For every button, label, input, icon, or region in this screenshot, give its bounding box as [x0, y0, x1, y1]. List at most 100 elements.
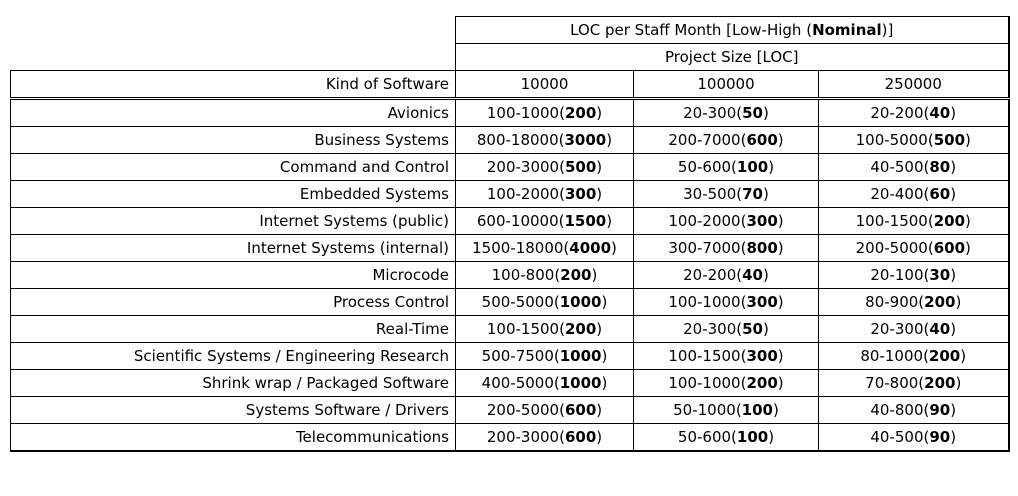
value-cell: 200-3000(500) — [455, 153, 634, 181]
value-cell: 1500-18000(4000) — [455, 234, 634, 262]
table-row: Process Control 500-5000(1000) 100-1000(30… — [10, 288, 1010, 316]
table-row: Shrink wrap / Packaged Software 400-5000(… — [10, 369, 1010, 397]
size-column-header: 100000 — [633, 70, 819, 100]
table-subtitle-row: Project Size [LOC] — [10, 43, 1010, 71]
value-cell: 80-900(200) — [818, 288, 1010, 316]
table-subtitle: Project Size [LOC] — [455, 43, 1010, 71]
nominal-value: 200 — [933, 212, 966, 230]
nominal-value: 40 — [929, 104, 951, 122]
table-row: Microcode 100-800(200) 20-200(40) 20-100(30… — [10, 261, 1010, 289]
column-header-row: Kind of Software 10000 100000 250000 — [10, 70, 1010, 100]
corner-header: Kind of Software — [10, 70, 456, 100]
table-row: Systems Software / Drivers 200-5000(600) 5… — [10, 396, 1010, 424]
row-label: Internet Systems (internal) — [10, 234, 456, 262]
nominal-value: 600 — [564, 428, 597, 446]
value-cell: 20-300(50) — [633, 315, 819, 343]
table-body: Avionics 100-1000(200) 20-300(50) 20-200(40… — [10, 98, 1010, 452]
nominal-value: 40 — [742, 266, 763, 284]
row-label: Avionics — [10, 98, 456, 127]
size-column-header: 250000 — [818, 70, 1010, 100]
nominal-value: 300 — [746, 212, 778, 230]
row-label: Command and Control — [10, 153, 456, 181]
nominal-value: 200 — [928, 347, 961, 365]
row-label: Business Systems — [10, 126, 456, 154]
value-cell: 40-800(90) — [818, 396, 1010, 424]
nominal-value: 200 — [560, 266, 592, 284]
nominal-value: 200 — [564, 320, 597, 338]
row-label: Scientific Systems / Engineering Researc… — [10, 342, 456, 370]
page: LOC per Staff Month [Low-High (Nominal)]… — [0, 16, 1018, 496]
value-cell: 200-5000(600) — [818, 234, 1010, 262]
table-title-prefix: LOC per Staff Month [Low-High ( — [570, 21, 813, 39]
table-title-suffix: )] — [881, 21, 894, 39]
nominal-value: 300 — [746, 347, 778, 365]
nominal-value: 50 — [742, 104, 763, 122]
value-cell: 50-600(100) — [633, 153, 819, 181]
value-cell: 20-200(40) — [633, 261, 819, 289]
value-cell: 20-200(40) — [818, 98, 1010, 127]
nominal-value: 600 — [933, 239, 966, 257]
row-label: Embedded Systems — [10, 180, 456, 208]
nominal-value: 600 — [746, 131, 778, 149]
nominal-value: 4000 — [569, 239, 612, 257]
table-row: Telecommunications 200-3000(600) 50-600(10… — [10, 423, 1010, 452]
table-row: Embedded Systems 100-2000(300) 30-500(70) 2… — [10, 180, 1010, 208]
nominal-value: 100 — [736, 428, 769, 446]
nominal-value: 90 — [929, 401, 951, 419]
nominal-value: 60 — [929, 185, 951, 203]
value-cell: 100-800(200) — [455, 261, 634, 289]
table-row: Internet Systems (internal) 1500-18000(40… — [10, 234, 1010, 262]
nominal-value: 200 — [924, 374, 956, 392]
value-cell: 300-7000(800) — [633, 234, 819, 262]
nominal-value: 30 — [929, 266, 951, 284]
loc-table: LOC per Staff Month [Low-High (Nominal)]… — [10, 16, 1010, 452]
table-row: Real-Time 100-1500(200) 20-300(50) 20-300(4… — [10, 315, 1010, 343]
nominal-value: 300 — [746, 293, 778, 311]
nominal-value: 500 — [564, 158, 597, 176]
value-cell: 70-800(200) — [818, 369, 1010, 397]
value-cell: 100-5000(500) — [818, 126, 1010, 154]
value-cell: 80-1000(200) — [818, 342, 1010, 370]
table-row: Business Systems 800-18000(3000) 200-7000(… — [10, 126, 1010, 154]
row-label: Microcode — [10, 261, 456, 289]
blank-corner-bottom — [10, 43, 456, 71]
value-cell: 20-300(50) — [633, 98, 819, 127]
value-cell: 200-3000(600) — [455, 423, 634, 452]
value-cell: 800-18000(3000) — [455, 126, 634, 154]
nominal-value: 600 — [564, 401, 597, 419]
row-label: Internet Systems (public) — [10, 207, 456, 235]
row-label: Real-Time — [10, 315, 456, 343]
nominal-value: 1500 — [564, 212, 607, 230]
value-cell: 200-7000(600) — [633, 126, 819, 154]
value-cell: 100-1500(200) — [455, 315, 634, 343]
table-row: Internet Systems (public) 600-10000(1500)… — [10, 207, 1010, 235]
value-cell: 500-5000(1000) — [455, 288, 634, 316]
table-row: Scientific Systems / Engineering Researc… — [10, 342, 1010, 370]
value-cell: 100-2000(300) — [633, 207, 819, 235]
value-cell: 100-1000(300) — [633, 288, 819, 316]
blank-corner-top — [10, 16, 456, 44]
row-label: Systems Software / Drivers — [10, 396, 456, 424]
size-column-header: 10000 — [455, 70, 634, 100]
value-cell: 100-1000(200) — [455, 98, 634, 127]
nominal-value: 50 — [742, 320, 763, 338]
table-title-row: LOC per Staff Month [Low-High (Nominal)] — [10, 16, 1010, 44]
nominal-value: 1000 — [559, 293, 602, 311]
value-cell: 400-5000(1000) — [455, 369, 634, 397]
row-label: Shrink wrap / Packaged Software — [10, 369, 456, 397]
row-label: Process Control — [10, 288, 456, 316]
nominal-value: 40 — [929, 320, 951, 338]
value-cell: 50-600(100) — [633, 423, 819, 452]
table-title-bold: Nominal — [812, 21, 882, 39]
value-cell: 40-500(90) — [818, 423, 1010, 452]
nominal-value: 800 — [746, 239, 778, 257]
nominal-value: 100 — [741, 401, 773, 419]
value-cell: 50-1000(100) — [633, 396, 819, 424]
value-cell: 30-500(70) — [633, 180, 819, 208]
nominal-value: 300 — [564, 185, 597, 203]
value-cell: 500-7500(1000) — [455, 342, 634, 370]
nominal-value: 90 — [929, 428, 951, 446]
value-cell: 100-1000(200) — [633, 369, 819, 397]
nominal-value: 80 — [929, 158, 951, 176]
nominal-value: 3000 — [564, 131, 607, 149]
